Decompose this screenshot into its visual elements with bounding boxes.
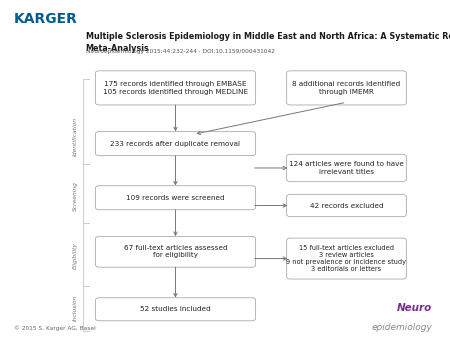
FancyBboxPatch shape: [95, 298, 256, 321]
FancyBboxPatch shape: [95, 71, 256, 105]
Text: Neuro: Neuro: [397, 303, 432, 313]
Text: Multiple Sclerosis Epidemiology in Middle East and North Africa: A Systematic Re: Multiple Sclerosis Epidemiology in Middl…: [86, 32, 450, 53]
FancyBboxPatch shape: [287, 71, 406, 105]
Text: Screening: Screening: [72, 181, 78, 211]
Text: Neuroepidemiology 2015;44:232-244 · DOI:10.1159/000431042: Neuroepidemiology 2015;44:232-244 · DOI:…: [86, 49, 274, 54]
FancyBboxPatch shape: [287, 154, 406, 182]
Text: 52 studies included: 52 studies included: [140, 306, 211, 312]
Text: 109 records were screened: 109 records were screened: [126, 195, 225, 201]
FancyBboxPatch shape: [95, 237, 256, 267]
FancyBboxPatch shape: [287, 194, 406, 217]
Text: 8 additional records identified
through IMEMR: 8 additional records identified through …: [292, 81, 400, 95]
Text: 15 full-text articles excluded
3 review articles
9 not prevalence or incidence s: 15 full-text articles excluded 3 review …: [287, 245, 406, 272]
Text: 124 articles were found to have
irrelevant titles: 124 articles were found to have irreleva…: [289, 161, 404, 175]
Text: 67 full-text articles assessed
for eligibility: 67 full-text articles assessed for eligi…: [124, 245, 227, 259]
Text: KARGER: KARGER: [14, 12, 77, 26]
FancyBboxPatch shape: [95, 186, 256, 210]
Text: © 2015 S. Karger AG, Basel: © 2015 S. Karger AG, Basel: [14, 325, 95, 331]
Text: epidemiology: epidemiology: [371, 323, 432, 332]
Text: 233 records after duplicate removal: 233 records after duplicate removal: [111, 141, 240, 147]
Text: 42 records excluded: 42 records excluded: [310, 202, 383, 209]
FancyBboxPatch shape: [287, 238, 406, 279]
Text: Identification: Identification: [72, 117, 78, 156]
Text: 175 records identified through EMBASE
105 records identified through MEDLINE: 175 records identified through EMBASE 10…: [103, 81, 248, 95]
FancyBboxPatch shape: [95, 131, 256, 155]
Text: Eligibility: Eligibility: [72, 242, 78, 269]
Text: Inclusion: Inclusion: [72, 294, 78, 321]
